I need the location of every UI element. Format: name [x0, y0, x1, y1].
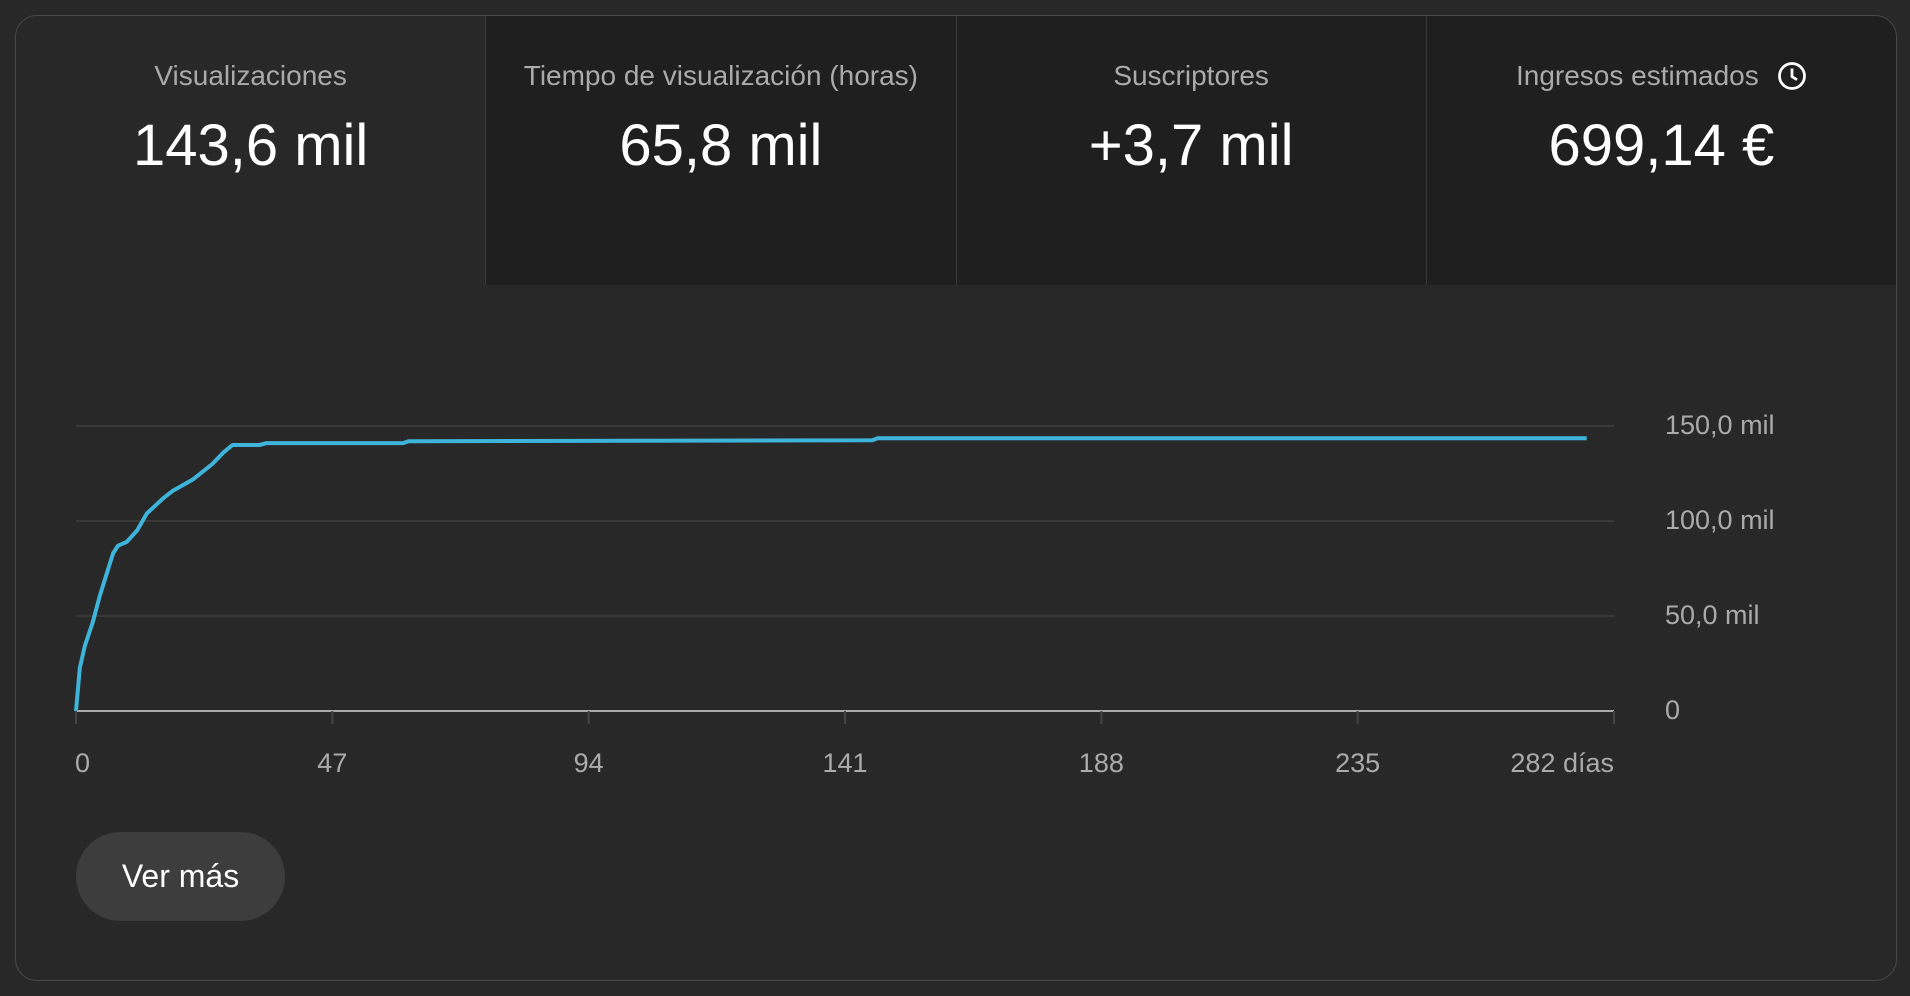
y-tick-label: 50,0 mil [1665, 600, 1760, 630]
tab-views[interactable]: Visualizaciones 143,6 mil [16, 16, 486, 285]
tab-watch-time[interactable]: Tiempo de visualización (horas) 65,8 mil [485, 16, 956, 285]
x-tick-label: 0 [75, 748, 91, 778]
tile-title: Visualizaciones [154, 60, 347, 91]
y-tick-label: 0 [1665, 695, 1681, 725]
tab-subscribers[interactable]: Suscriptores +3,7 mil [955, 16, 1426, 285]
x-tick-label: 282 días [1510, 748, 1614, 778]
metric-tabs: Visualizaciones 143,6 mil Tiempo de visu… [16, 16, 1896, 285]
y-tick-label: 150,0 mil [1665, 410, 1775, 440]
tile-value: 65,8 mil [619, 113, 823, 178]
tile-title: Ingresos estimados [1515, 60, 1759, 91]
tab-estimated-revenue[interactable]: Ingresos estimados 699,14 € [1425, 16, 1896, 285]
clock-icon[interactable] [1777, 61, 1807, 91]
y-tick-label: 100,0 mil [1665, 505, 1775, 535]
tile-title: Tiempo de visualización (horas) [523, 60, 918, 91]
x-tick-label: 47 [317, 748, 348, 778]
tile-value: 143,6 mil [132, 113, 369, 178]
analytics-card: Visualizaciones 143,6 mil Tiempo de visu… [15, 15, 1897, 981]
x-tick-label: 141 [822, 748, 868, 778]
tile-value: 699,14 € [1548, 113, 1775, 178]
x-tick-label: 188 [1078, 748, 1124, 778]
series-line-views [74, 436, 1587, 712]
x-tick-label: 94 [573, 748, 604, 778]
x-tick-label: 235 [1335, 748, 1381, 778]
see-more-button[interactable]: Ver más [76, 832, 285, 921]
views-line-chart [74, 425, 1615, 724]
tile-title: Suscriptores [1113, 60, 1269, 91]
tile-value: +3,7 mil [1088, 113, 1294, 178]
